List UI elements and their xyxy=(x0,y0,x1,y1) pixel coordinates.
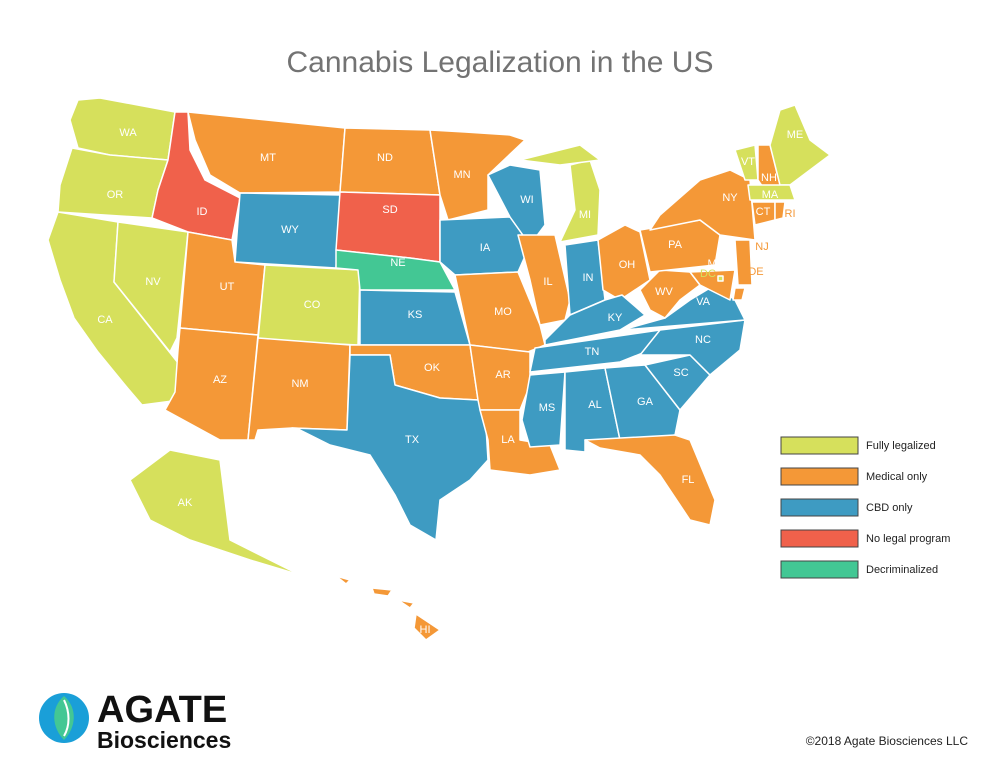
state-shape xyxy=(291,354,489,541)
state-label: IN xyxy=(583,272,594,284)
state-shape xyxy=(479,409,561,476)
state-shape xyxy=(734,239,753,286)
state-shape xyxy=(164,327,259,441)
legend-swatch xyxy=(780,560,859,579)
state-shape xyxy=(335,249,456,291)
state-shape xyxy=(544,294,646,346)
logo-leaf xyxy=(54,696,74,740)
state-label: SD xyxy=(382,204,397,216)
state-shape xyxy=(747,184,796,201)
copyright: ©2018 Agate Biosciences LLC xyxy=(806,734,969,748)
state-label: AR xyxy=(495,369,510,381)
state-label: KY xyxy=(608,312,623,324)
state-shape xyxy=(732,287,746,301)
state-label: IA xyxy=(480,242,491,254)
state-label: NY xyxy=(722,192,738,204)
state-label: PA xyxy=(668,239,683,251)
state-label: TN xyxy=(585,346,600,358)
state-shape xyxy=(774,201,786,221)
state-label: KS xyxy=(408,309,423,321)
legend-swatch xyxy=(780,498,859,517)
state-shape xyxy=(529,329,661,373)
legend: Fully legalized Medical only CBD only No le… xyxy=(780,436,950,579)
state-label: NM xyxy=(291,378,308,390)
state-label: OH xyxy=(619,259,636,271)
state-label: CT xyxy=(756,206,771,218)
state-shape xyxy=(519,144,601,166)
state-label: AK xyxy=(178,497,193,509)
state-shape xyxy=(335,575,351,585)
state-label: NH xyxy=(761,172,777,184)
logo-subtitle: Biosciences xyxy=(97,727,231,753)
state-label: UT xyxy=(220,281,235,293)
state-shape xyxy=(57,147,169,219)
state-shape xyxy=(559,159,601,243)
state-label: NE xyxy=(390,257,405,269)
state-shape xyxy=(397,599,415,609)
state-label: ID xyxy=(197,206,208,218)
state-shape xyxy=(639,319,746,376)
state-shape xyxy=(521,371,566,448)
state-label: MD xyxy=(707,258,724,270)
state-label: VA xyxy=(696,296,711,308)
legend-label: Medical only xyxy=(866,471,928,483)
state-label: CA xyxy=(97,314,113,326)
legend-label: No legal program xyxy=(866,533,950,545)
state-label: NV xyxy=(145,276,161,288)
logo: AGATE Biosciences xyxy=(39,689,231,753)
state-label: WI xyxy=(520,194,533,206)
state-shape xyxy=(413,613,441,641)
state-label: NJ xyxy=(755,241,768,253)
state-label: OK xyxy=(424,362,441,374)
legend-swatch xyxy=(780,529,859,548)
states: WA OR CA NV ID MT WY UT CO AZ NM ND SD NE KS OK TX MN IA MO… xyxy=(47,97,831,641)
state-label: TX xyxy=(405,434,420,446)
legend-label: CBD only xyxy=(866,502,913,514)
state-label: WY xyxy=(281,224,299,236)
state-label: OR xyxy=(107,189,124,201)
state-label: ME xyxy=(787,129,804,141)
state-shape xyxy=(717,275,724,282)
state-shape xyxy=(769,104,831,186)
state-label: GA xyxy=(637,396,654,408)
state-label: DC xyxy=(700,268,716,280)
state-label: WV xyxy=(655,286,673,298)
state-label: LA xyxy=(501,434,515,446)
state-shape xyxy=(487,164,546,246)
state-shape xyxy=(113,221,189,353)
state-label: MT xyxy=(260,152,276,164)
legend-label: Decriminalized xyxy=(866,564,938,576)
legend-swatch xyxy=(780,436,859,455)
legend-swatch xyxy=(780,467,859,486)
state-shape xyxy=(584,434,716,526)
state-label: AZ xyxy=(213,374,227,386)
state-label: FL xyxy=(682,474,695,486)
title: Cannabis Legalization in the US xyxy=(287,46,714,79)
state-label: NC xyxy=(695,334,711,346)
logo-name: AGATE xyxy=(97,689,227,731)
state-label: MS xyxy=(539,402,556,414)
state-label: MI xyxy=(579,209,591,221)
state-shape xyxy=(371,587,393,597)
state-label: VT xyxy=(741,156,755,168)
state-label: MN xyxy=(453,169,470,181)
state-shape xyxy=(649,169,756,241)
state-label: HI xyxy=(420,624,431,636)
state-label: CO xyxy=(304,299,321,311)
state-label: DE xyxy=(748,266,763,278)
legend-label: Fully legalized xyxy=(866,440,936,452)
state-shape xyxy=(129,449,301,576)
state-label: RI xyxy=(785,208,796,220)
state-label: IL xyxy=(543,276,552,288)
state-label: AL xyxy=(588,399,601,411)
state-label: SC xyxy=(673,367,688,379)
state-label: ND xyxy=(377,152,393,164)
state-label: MO xyxy=(494,306,512,318)
logo-leaf-vein xyxy=(63,699,70,737)
state-label: WA xyxy=(119,127,137,139)
state-label: MA xyxy=(762,189,779,201)
